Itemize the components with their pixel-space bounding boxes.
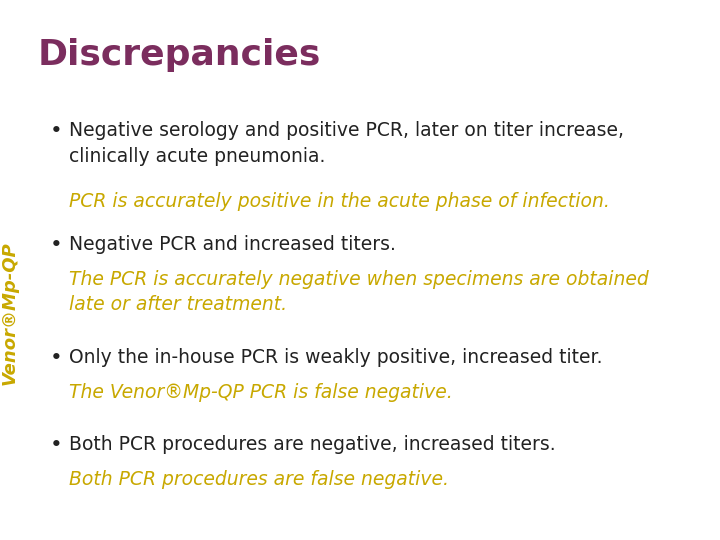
- Text: Both PCR procedures are negative, increased titers.: Both PCR procedures are negative, increa…: [69, 435, 556, 454]
- Text: Both PCR procedures are false negative.: Both PCR procedures are false negative.: [69, 470, 449, 489]
- Text: •: •: [50, 435, 63, 455]
- Text: Negative serology and positive PCR, later on titer increase,
clinically acute pn: Negative serology and positive PCR, late…: [69, 122, 624, 165]
- Text: Discrepancies: Discrepancies: [37, 38, 320, 72]
- Text: The Venor®Mp-QP PCR is false negative.: The Venor®Mp-QP PCR is false negative.: [69, 383, 453, 402]
- Text: The PCR is accurately negative when specimens are obtained
late or after treatme: The PCR is accurately negative when spec…: [69, 270, 649, 314]
- Text: Only the in-house PCR is weakly positive, increased titer.: Only the in-house PCR is weakly positive…: [69, 348, 603, 367]
- Text: Negative PCR and increased titers.: Negative PCR and increased titers.: [69, 235, 396, 254]
- Text: Venor®Mp-QP: Venor®Mp-QP: [1, 241, 19, 385]
- Text: •: •: [50, 122, 63, 141]
- Text: •: •: [50, 235, 63, 255]
- Text: •: •: [50, 348, 63, 368]
- Text: PCR is accurately positive in the acute phase of infection.: PCR is accurately positive in the acute …: [69, 192, 610, 211]
